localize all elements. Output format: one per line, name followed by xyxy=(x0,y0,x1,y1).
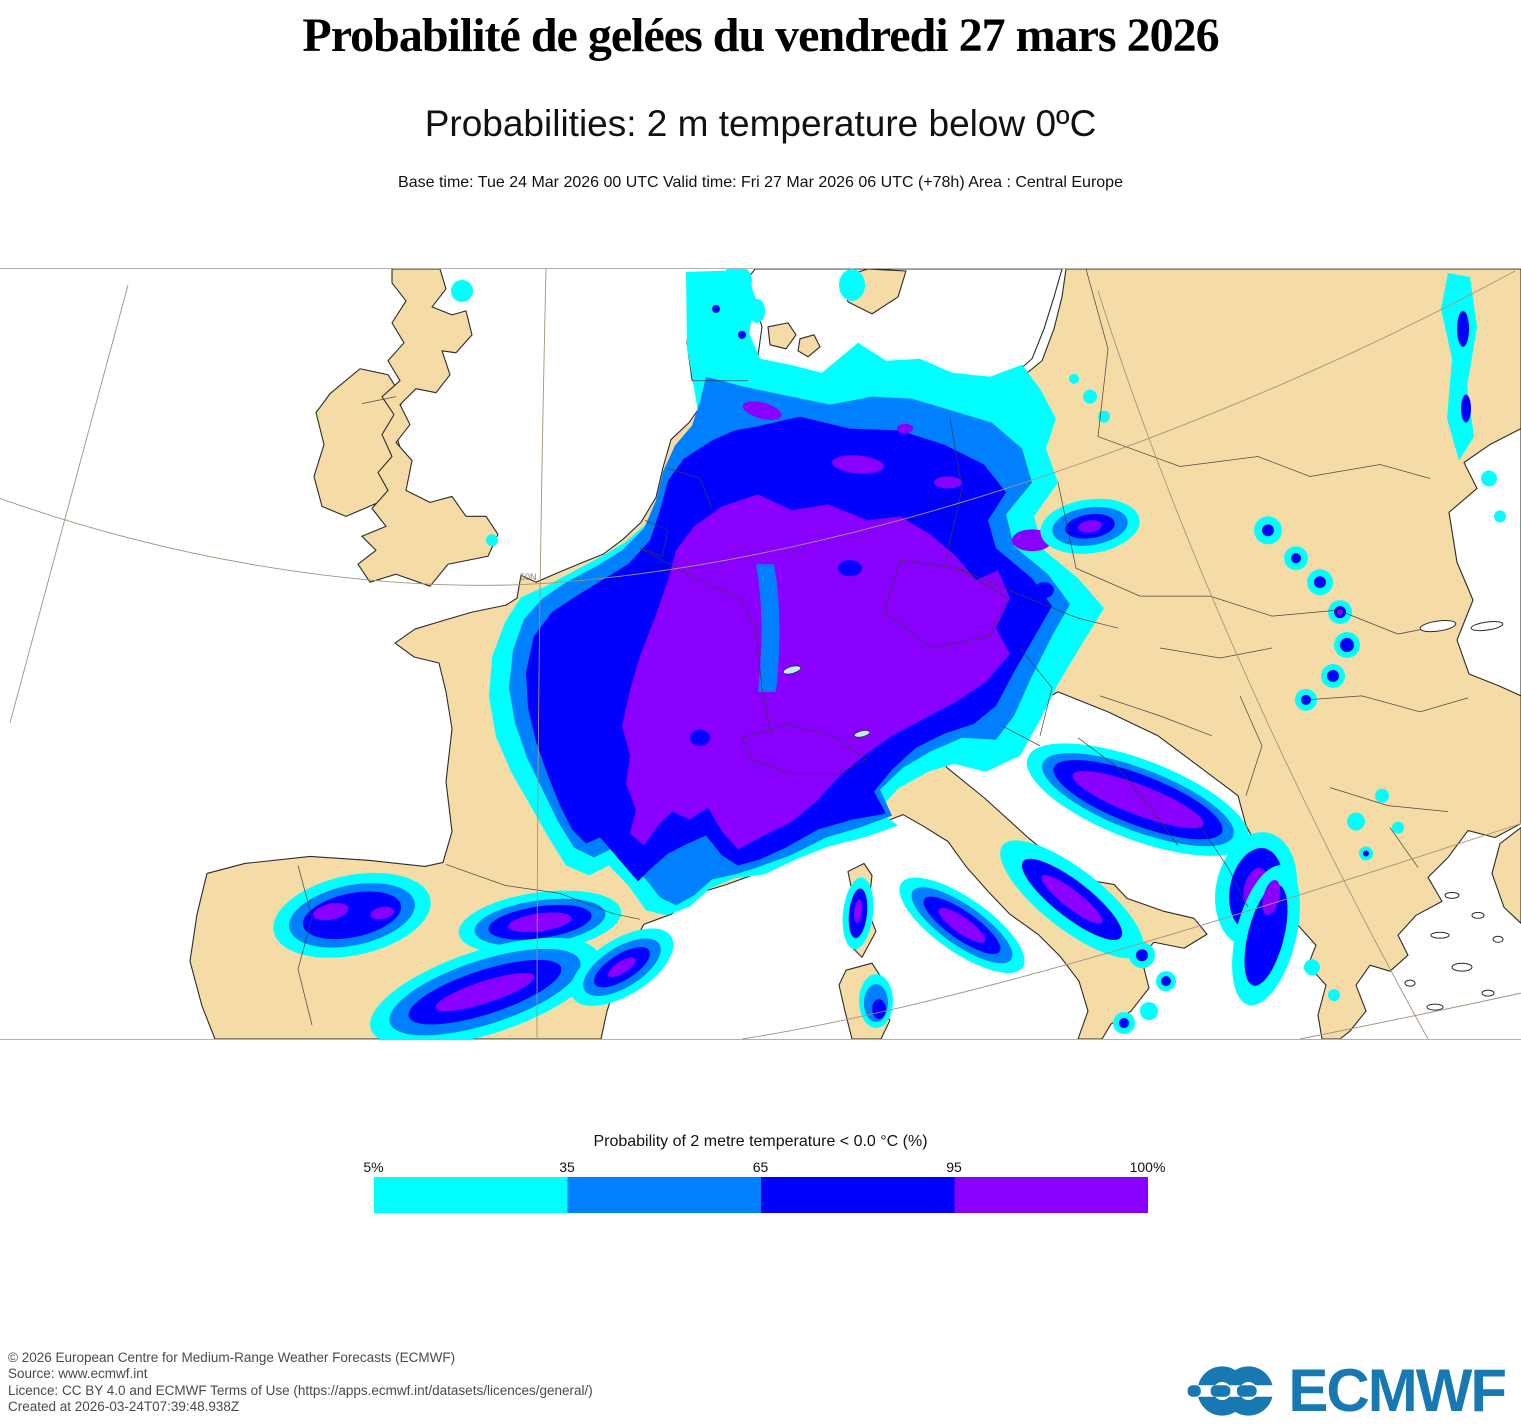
legend-segment-95-100 xyxy=(954,1177,1148,1213)
europe-map-svg: 50N xyxy=(0,269,1521,1039)
legend-tick: 5% xyxy=(363,1159,384,1175)
black-sea xyxy=(1448,428,1521,697)
ecmwf-logo-text: ECMWF xyxy=(1288,1357,1507,1424)
probability-map: 50N xyxy=(0,268,1521,1040)
legend-tick: 35 xyxy=(559,1159,575,1175)
lakes xyxy=(782,665,871,738)
legend-tick: 65 xyxy=(752,1159,769,1175)
legend-title: Probability of 2 metre temperature < 0.0… xyxy=(593,1133,928,1150)
legend-colorbar xyxy=(373,1177,1148,1213)
legend-tick: 100% xyxy=(1129,1159,1166,1175)
footer-attribution: © 2026 European Centre for Medium-Range … xyxy=(8,1350,593,1416)
legend-tick: 95 xyxy=(946,1159,962,1175)
danish-island xyxy=(767,322,797,350)
probability-overlay xyxy=(273,269,1506,1039)
legend-segment-35-65 xyxy=(567,1177,761,1213)
legend: Probability of 2 metre temperature < 0.0… xyxy=(0,1133,1521,1218)
graticule: 50N xyxy=(0,269,1521,1039)
base-time-line: Base time: Tue 24 Mar 2026 00 UTC Valid … xyxy=(398,174,1123,191)
page-title: Probabilité de gelées du vendredi 27 mar… xyxy=(302,9,1219,62)
copyright-line: © 2026 European Centre for Medium-Range … xyxy=(8,1350,456,1365)
aegean-islands xyxy=(1404,620,1504,1011)
legend-segment-65-95 xyxy=(760,1177,954,1213)
licence-line: Licence: CC BY 4.0 and ECMWF Terms of Us… xyxy=(8,1382,593,1398)
page-subtitle: Probabilities: 2 m temperature below 0ºC xyxy=(424,103,1097,144)
ecmwf-logo: ECMWF xyxy=(1186,1357,1507,1424)
danish-island xyxy=(797,334,821,358)
legend-segment-5-35 xyxy=(373,1177,567,1213)
created-line: Created at 2026-03-24T07:39:48.938Z xyxy=(8,1399,240,1415)
legend-ticks: 5% 35 65 95 100% xyxy=(363,1159,1165,1177)
country-borders xyxy=(297,269,1469,1026)
latitude-label: 50N xyxy=(520,572,536,582)
ecmwf-logo-icon xyxy=(1186,1366,1279,1416)
source-line: Source: www.ecmwf.int xyxy=(8,1366,148,1382)
